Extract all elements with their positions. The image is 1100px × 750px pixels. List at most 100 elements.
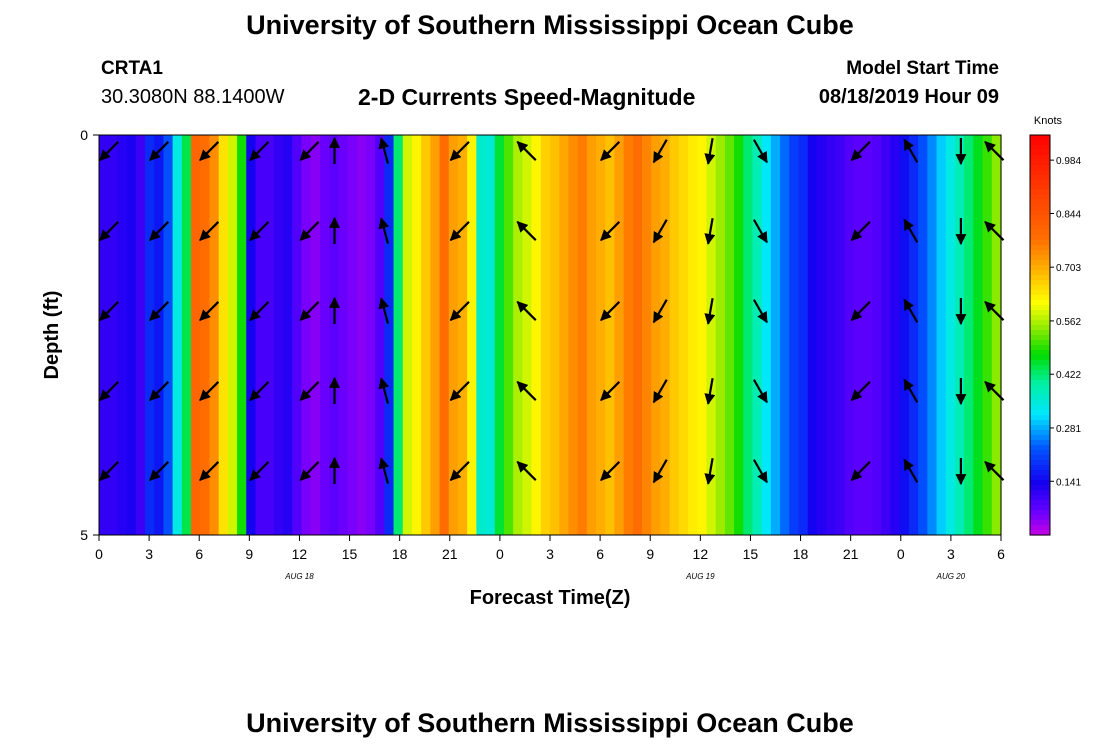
current-vector-arrow [984,221,1005,241]
colorbar-swatch [1030,400,1050,406]
heatmap-column [329,135,339,535]
colorbar-swatch [1030,495,1050,501]
heatmap-column [908,135,919,535]
heatmap-column [743,135,754,535]
heatmap-column [982,135,993,535]
current-vector-arrow [378,377,390,404]
colorbar-swatch [1030,190,1050,196]
colorbar-swatch [1030,415,1050,421]
heatmap-column [945,135,956,535]
heatmap-column [467,135,477,535]
colorbar-swatch [1030,435,1050,441]
colorbar-swatch [1030,235,1050,241]
current-vector-arrow [249,141,270,161]
colorbar-swatch [1030,530,1050,536]
heatmap-column [430,135,441,535]
colorbar-swatch [1030,265,1050,271]
heatmap-column [135,135,146,535]
heatmap-column [550,135,560,535]
current-vector-arrow [903,218,919,243]
heatmap-column [494,135,505,535]
heatmap-column [402,135,413,535]
current-vector-arrow [249,301,270,321]
current-vector-arrow [516,141,537,161]
colorbar-frame [1029,134,1051,536]
current-vector-arrow [903,458,919,483]
heatmap-column [651,135,662,535]
current-vector-arrow [99,461,119,481]
colorbar-swatch [1030,335,1050,341]
colorbar-swatch [1030,450,1050,456]
current-vector-arrow [704,458,716,485]
colorbar-tick-label: 0.281 [1056,424,1081,435]
heatmap-column [237,135,247,535]
heatmap-column [853,135,864,535]
colorbar-tick-label: 0.562 [1056,317,1081,328]
heatmap-column [734,135,744,535]
colorbar-swatch [1030,330,1050,336]
colorbar-swatch [1030,215,1050,221]
heatmap-column [227,135,238,535]
x-tick-label: 0 [897,546,905,562]
heatmap-column [191,135,201,535]
colorbar-swatch [1030,155,1050,161]
colorbar-swatch [1030,275,1050,281]
current-vector-arrow [600,301,621,321]
colorbar-swatch [1030,350,1050,356]
colorbar-swatch [1030,390,1050,396]
heatmap-column [862,135,873,535]
current-vector-arrow [149,141,170,161]
current-vector-arrow [704,138,716,165]
colorbar-swatch [1030,480,1050,486]
current-vector-arrow [149,461,170,481]
colorbar-swatch [1030,250,1050,256]
heatmap-column [283,135,293,535]
heatmap-column [577,135,588,535]
current-vector-arrow [149,221,170,241]
colorbar-swatch [1030,220,1050,226]
colorbar-swatch [1030,460,1050,466]
heatmap-column [770,135,781,535]
current-vector-arrow [449,461,470,481]
current-vector-arrow [850,221,871,241]
colorbar-swatch [1030,360,1050,366]
heatmap-column [586,135,597,535]
current-vector-arrow [516,301,537,321]
colorbar-swatch [1030,490,1050,496]
colorbar-swatch [1030,510,1050,516]
x-tick-label: 12 [693,546,709,562]
x-tick-label: 21 [442,546,458,562]
colorbar-swatch [1030,185,1050,191]
x-tick-label: 3 [546,546,554,562]
date-label: AUG 20 [936,572,966,581]
heatmap-column [632,135,643,535]
heatmap-column [927,135,938,535]
current-vector-arrow [752,139,768,164]
y-tick-label: 0 [80,127,88,143]
current-vector-arrow [752,379,768,404]
colorbar-swatch [1030,410,1050,416]
heatmap-column [145,135,155,535]
heatmap-column [807,135,818,535]
colorbar-swatch [1030,325,1050,331]
colorbar-swatch [1030,320,1050,326]
colorbar-swatch [1030,285,1050,291]
current-vector-arrow [652,219,668,244]
colorbar-swatch [1030,165,1050,171]
current-vector-arrow [149,301,170,321]
heatmap-column [172,135,183,535]
page-title: University of Southern Mississippi Ocean… [246,10,854,40]
current-vector-arrow [378,137,390,164]
heatmap-column [347,135,358,535]
current-vector-arrow [704,378,716,405]
colorbar-swatch [1030,255,1050,261]
current-vector-arrow [903,378,919,403]
heatmap-column [826,135,836,535]
colorbar-tick-label: 0.141 [1056,477,1081,488]
colorbar-swatch [1030,505,1050,511]
colorbar-swatch [1030,370,1050,376]
current-vector-arrow [600,221,621,241]
heatmap-column [522,135,533,535]
heatmap-column [163,135,174,535]
heatmap-column [761,135,772,535]
